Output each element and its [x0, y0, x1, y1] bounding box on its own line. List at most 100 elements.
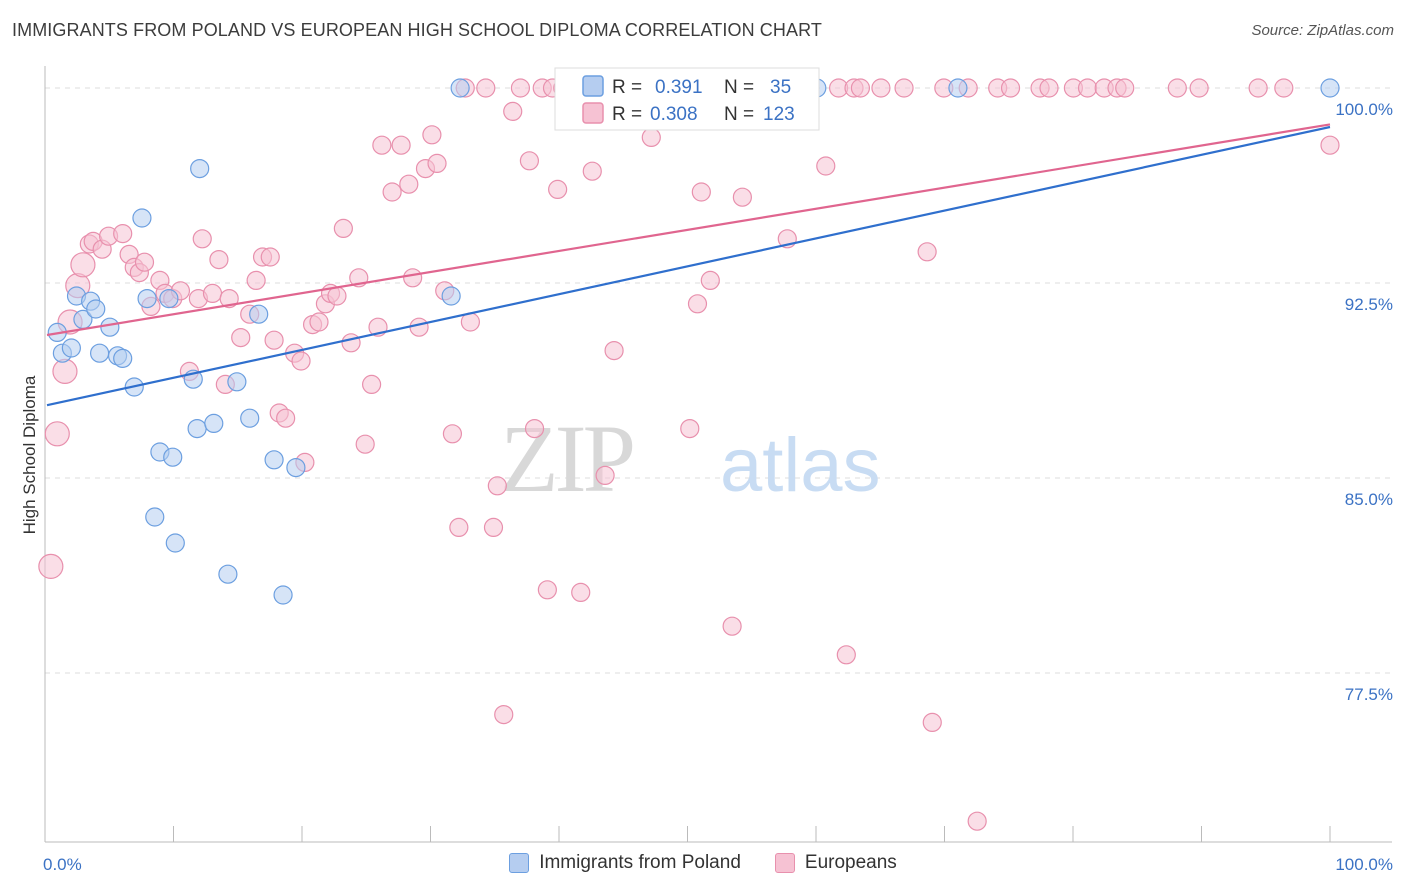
- legend-label-europeans: Europeans: [804, 852, 897, 873]
- data-point-europeans: [503, 101, 523, 122]
- data-point-poland: [240, 408, 260, 428]
- data-point-europeans: [967, 811, 987, 831]
- data-point-poland: [90, 343, 110, 363]
- legend-swatch-europeans: [774, 853, 795, 873]
- data-point-europeans: [691, 182, 711, 202]
- watermark-zip: ZIP: [500, 405, 633, 512]
- data-point-europeans: [1248, 78, 1268, 98]
- data-point-poland: [187, 419, 207, 439]
- data-point-europeans: [700, 270, 720, 290]
- data-point-poland: [1320, 78, 1340, 98]
- data-point-europeans: [641, 127, 661, 147]
- legend-r-value: 0.391: [655, 77, 703, 98]
- y-axis-label: High School Diploma: [20, 375, 39, 534]
- series-europeans: [38, 78, 1340, 831]
- data-point-europeans: [333, 218, 353, 238]
- data-point-poland: [450, 78, 470, 98]
- tick-labels: 77.5% 85.0% 92.5% 100.0% 0.0% 100.0%: [43, 100, 1393, 874]
- data-point-europeans: [537, 580, 557, 600]
- watermark-atlas: atlas: [720, 423, 881, 508]
- chart-title: IMMIGRANTS FROM POLAND VS EUROPEAN HIGH …: [12, 20, 822, 40]
- trend-line-poland: [46, 125, 1331, 407]
- legend-n-value: 123: [763, 104, 795, 125]
- data-point-europeans: [917, 242, 937, 262]
- data-point-poland: [137, 289, 157, 309]
- data-point-europeans: [582, 161, 602, 181]
- data-point-europeans: [687, 294, 708, 314]
- data-point-europeans: [192, 229, 212, 249]
- data-point-poland: [249, 304, 269, 324]
- data-point-poland: [227, 372, 247, 392]
- legend-item-europeans: Europeans: [774, 852, 897, 874]
- data-point-poland: [273, 585, 293, 605]
- data-point-europeans: [409, 317, 429, 337]
- data-point-europeans: [604, 341, 624, 361]
- data-point-europeans: [1039, 78, 1059, 98]
- legend-swatch-pink: [582, 102, 604, 124]
- data-point-europeans: [276, 408, 296, 428]
- data-point-europeans: [422, 125, 442, 145]
- data-point-europeans: [519, 151, 540, 171]
- data-point-europeans: [571, 582, 591, 603]
- data-point-europeans: [70, 252, 96, 278]
- data-point-poland: [163, 447, 183, 467]
- data-point-europeans: [1189, 78, 1209, 98]
- series-legend: Immigrants from Poland Europeans: [0, 852, 1406, 874]
- y-tick-label: 92.5%: [1345, 295, 1393, 314]
- data-point-europeans: [38, 553, 64, 580]
- data-point-europeans: [442, 424, 463, 444]
- data-point-europeans: [113, 224, 133, 244]
- series-immigrants-from-poland: [47, 78, 1340, 605]
- data-point-poland: [204, 413, 224, 433]
- axes: [44, 66, 1392, 843]
- data-point-europeans: [399, 174, 419, 194]
- data-point-poland: [159, 289, 179, 309]
- data-point-europeans: [1274, 78, 1294, 98]
- data-point-europeans: [1077, 78, 1098, 98]
- data-point-poland: [264, 450, 284, 470]
- data-point-europeans: [291, 351, 311, 371]
- data-point-europeans: [219, 289, 239, 309]
- legend-swatch-blue: [582, 75, 604, 97]
- legend-r-label: R =: [612, 104, 642, 125]
- data-point-poland: [286, 458, 306, 478]
- data-point-europeans: [548, 179, 568, 199]
- data-point-europeans: [816, 156, 836, 176]
- data-point-europeans: [361, 374, 382, 394]
- data-point-poland: [441, 286, 461, 306]
- data-point-europeans: [52, 358, 78, 384]
- data-point-europeans: [202, 283, 223, 303]
- x-tick-label: 100.0%: [1335, 855, 1393, 874]
- data-point-poland: [190, 159, 210, 179]
- data-point-europeans: [382, 182, 402, 202]
- data-point-europeans: [836, 645, 856, 665]
- data-point-europeans: [391, 135, 411, 155]
- data-point-europeans: [680, 419, 700, 439]
- legend-r-label: R =: [612, 77, 642, 98]
- data-point-europeans: [260, 247, 280, 267]
- watermark: ZIP atlas: [500, 405, 881, 512]
- data-point-europeans: [264, 330, 284, 350]
- data-point-europeans: [1000, 78, 1021, 98]
- data-point-europeans: [231, 328, 251, 348]
- data-point-europeans: [487, 476, 507, 496]
- data-point-europeans: [732, 187, 752, 207]
- x-tick-label: 0.0%: [43, 855, 82, 874]
- data-point-poland: [948, 78, 968, 98]
- data-point-europeans: [894, 78, 914, 98]
- data-point-poland: [86, 299, 106, 319]
- data-point-poland: [113, 348, 133, 368]
- data-point-europeans: [44, 421, 70, 447]
- legend-r-value: 0.308: [650, 104, 698, 125]
- data-point-europeans: [403, 268, 423, 288]
- legend-n-label: N =: [724, 104, 754, 125]
- data-point-poland: [218, 564, 238, 584]
- data-point-poland: [61, 338, 81, 358]
- legend-label-poland: Immigrants from Poland: [539, 852, 741, 873]
- legend-swatch-poland: [509, 853, 530, 873]
- data-point-europeans: [483, 517, 504, 538]
- data-point-europeans: [1115, 78, 1135, 98]
- data-point-europeans: [722, 616, 742, 636]
- data-point-europeans: [871, 78, 891, 98]
